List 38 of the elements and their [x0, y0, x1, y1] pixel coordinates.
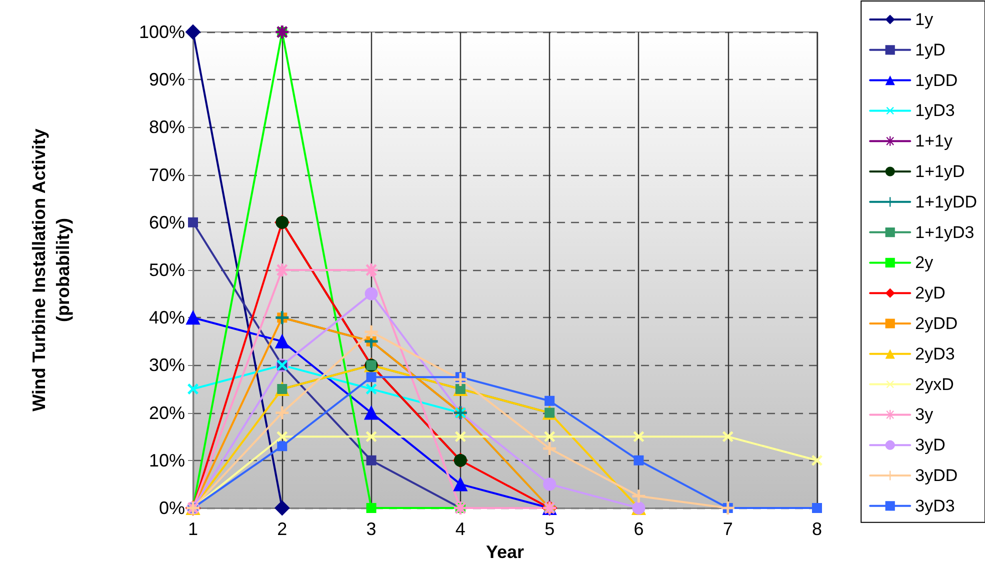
legend-label: 2yD3: [915, 344, 955, 364]
legend-label: 1yD3: [915, 101, 955, 120]
legend-label: 1+1yD3: [915, 222, 974, 242]
legend-label: 1y: [915, 10, 934, 29]
y-tick-label: 90%: [148, 70, 185, 90]
y-tick-label: 30%: [148, 355, 185, 376]
legend-label: 1yDD: [915, 70, 958, 90]
legend-label: 2yxD: [915, 374, 954, 394]
y-tick-label: 70%: [148, 164, 185, 185]
x-tick-label: 8: [812, 519, 822, 539]
legend-label: 2y: [915, 253, 934, 272]
y-tick-label: 40%: [148, 308, 185, 328]
y-tick-label: 60%: [148, 212, 185, 232]
legend-label: 3yD: [915, 436, 946, 455]
x-tick-label: 3: [366, 519, 376, 539]
y-tick-label: 0%: [158, 498, 185, 518]
x-axis-title: Year: [486, 542, 524, 562]
legend-label: 1+1y: [915, 132, 953, 151]
legend-label: 2yD: [915, 284, 946, 303]
x-tick-label: 6: [634, 519, 644, 539]
y-tick-label: 50%: [148, 260, 185, 280]
legend-label: 1yD: [915, 40, 946, 60]
x-tick-label: 5: [544, 519, 555, 539]
legend-label: 1+1yDD: [915, 192, 977, 212]
legend-label: 2yDD: [915, 314, 958, 333]
y-tick-label: 10%: [148, 450, 185, 470]
y-tick-label: 100%: [138, 22, 185, 42]
x-tick-label: 4: [455, 519, 466, 539]
legend-label: 3yDD: [915, 466, 958, 485]
legend-label: 3y: [915, 405, 934, 424]
x-tick-label: 7: [722, 519, 733, 539]
y-axis-title: Wind Turbine Installation Activity (probability): [29, 128, 73, 412]
y-tick-label: 20%: [148, 402, 185, 423]
y-tick-label: 80%: [148, 117, 185, 138]
x-tick-label: 2: [277, 519, 288, 539]
legend-label: 3yD3: [915, 496, 955, 516]
legend-label: 1+1yD: [915, 162, 965, 181]
x-tick-label: 1: [188, 519, 198, 539]
